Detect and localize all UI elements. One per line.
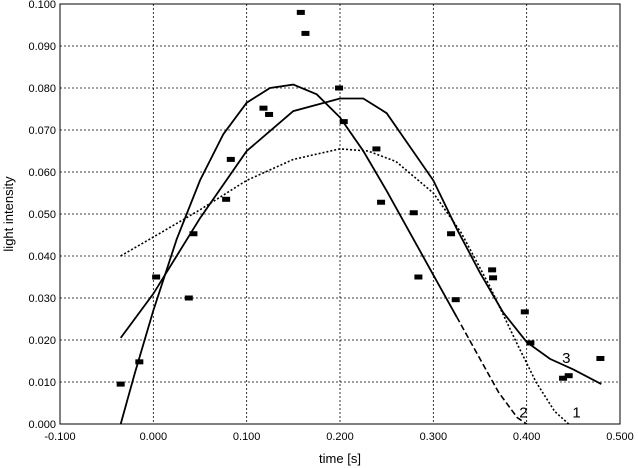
curve-1-line: [120, 148, 570, 425]
data-points: [116, 9, 605, 387]
x-tick-label: 0.300: [420, 431, 448, 443]
y-axis-title: light intensity: [1, 176, 16, 252]
y-tick-label: 0.080: [28, 83, 56, 95]
data-point: [222, 196, 231, 202]
data-point: [189, 231, 198, 237]
y-tick-label: 0.100: [28, 0, 56, 11]
curve-labels: 2 1 3: [519, 350, 581, 422]
data-point: [226, 156, 235, 162]
data-point: [377, 199, 386, 205]
data-point: [520, 309, 529, 315]
y-tick-label: 0.020: [28, 335, 56, 347]
y-tick-label: 0.000: [28, 419, 56, 431]
data-point: [135, 359, 144, 365]
data-point: [596, 355, 605, 361]
x-tick-label: -0.100: [44, 431, 75, 443]
y-tick-label: 0.040: [28, 251, 56, 263]
plot-frame: [59, 3, 621, 425]
data-point: [296, 9, 305, 15]
curves: [119, 83, 602, 425]
curve-2-dashed-line: [456, 316, 528, 425]
y-tick-label: 0.010: [28, 377, 56, 389]
data-point: [152, 274, 161, 280]
curve-3-line: [119, 97, 602, 385]
data-point: [489, 275, 498, 281]
x-tick-label: 0.000: [140, 431, 168, 443]
curve-label-2: 2: [519, 405, 527, 422]
x-tick-label: 0.500: [606, 431, 634, 443]
data-point: [259, 105, 268, 111]
data-point: [184, 295, 193, 301]
x-tick-label: 0.400: [513, 431, 541, 443]
tick-labels: -0.100 0.000 0.100 0.200 0.300 0.400 0.5000.00…: [28, 0, 633, 443]
curve-label-3: 3: [562, 350, 570, 367]
data-point: [564, 373, 573, 379]
x-tick-label: 0.100: [233, 431, 261, 443]
data-point: [526, 340, 535, 346]
data-point: [559, 375, 568, 381]
curve-label-1: 1: [572, 405, 580, 422]
data-point: [451, 297, 460, 303]
data-point: [339, 119, 348, 125]
data-point: [414, 274, 423, 280]
y-tick-label: 0.060: [28, 167, 56, 179]
data-point: [447, 231, 456, 237]
data-point: [265, 111, 274, 117]
data-point: [301, 30, 310, 36]
data-point: [488, 267, 497, 273]
data-point: [116, 381, 125, 387]
y-tick-label: 0.090: [28, 41, 56, 53]
y-tick-label: 0.050: [28, 209, 56, 221]
grid: [60, 4, 620, 424]
data-point: [335, 85, 344, 91]
data-point: [372, 146, 381, 152]
x-tick-label: 0.200: [326, 431, 354, 443]
x-axis-title: time [s]: [319, 451, 361, 466]
data-point: [409, 210, 418, 216]
y-tick-label: 0.030: [28, 293, 56, 305]
y-tick-label: 0.070: [28, 125, 56, 137]
curve-2-line: [119, 83, 458, 425]
